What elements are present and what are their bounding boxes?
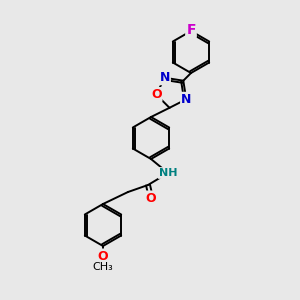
Text: N: N [160,71,170,84]
Text: O: O [98,250,108,262]
Text: O: O [146,191,156,205]
Text: CH₃: CH₃ [93,262,113,272]
Text: F: F [186,23,196,37]
Text: O: O [151,88,161,101]
Text: NH: NH [159,168,177,178]
Text: N: N [181,93,191,106]
